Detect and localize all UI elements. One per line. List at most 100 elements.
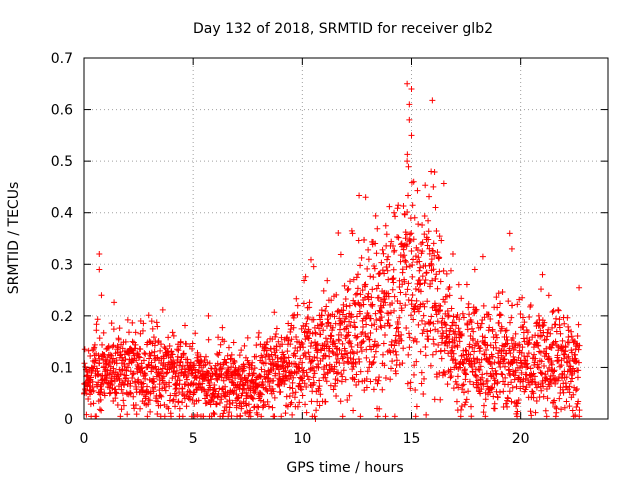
data-point (379, 386, 386, 393)
data-point (458, 330, 465, 337)
data-point (394, 233, 401, 240)
data-point (470, 328, 477, 335)
data-point (255, 334, 262, 341)
data-point (290, 324, 297, 331)
data-point (428, 260, 435, 267)
data-point (572, 412, 579, 419)
data-point (426, 250, 433, 257)
data-point (145, 312, 152, 319)
data-point (416, 267, 423, 274)
data-point (453, 398, 460, 405)
data-point (557, 330, 564, 337)
data-point (200, 413, 207, 420)
data-point (389, 358, 396, 365)
data-point (476, 367, 483, 374)
data-point (545, 326, 552, 333)
data-point (467, 351, 474, 358)
data-point (480, 402, 487, 409)
data-point (281, 355, 288, 362)
data-point (241, 363, 248, 370)
data-point (214, 376, 221, 383)
data-point (176, 377, 183, 384)
data-point (92, 357, 99, 364)
data-point (406, 334, 413, 341)
data-point (576, 342, 583, 349)
data-point (487, 389, 494, 396)
data-point (280, 351, 287, 358)
data-point (256, 372, 263, 379)
data-point (308, 398, 315, 405)
data-point (257, 390, 264, 397)
data-point (430, 320, 437, 327)
data-point (186, 388, 193, 395)
data-point (440, 180, 447, 187)
data-point (550, 368, 557, 375)
data-point (525, 350, 532, 357)
data-point (565, 323, 572, 330)
data-point (360, 301, 367, 308)
data-point (489, 326, 496, 333)
data-point (310, 379, 317, 386)
data-point (404, 151, 411, 158)
data-point (566, 389, 573, 396)
data-point (189, 370, 196, 377)
data-point (473, 306, 480, 313)
data-point (381, 270, 388, 277)
data-point (298, 325, 305, 332)
data-point (191, 360, 198, 367)
data-point (306, 329, 313, 336)
data-point (532, 409, 539, 416)
data-point (576, 407, 583, 414)
data-point (127, 390, 134, 397)
data-point (169, 375, 176, 382)
data-point (90, 387, 97, 394)
data-point (358, 254, 365, 261)
y-tick-label: 0.4 (51, 206, 73, 222)
data-point (163, 370, 170, 377)
data-point (228, 351, 235, 358)
data-point (553, 328, 560, 335)
data-point (492, 339, 499, 346)
x-tick-label: 20 (512, 431, 530, 447)
data-point (300, 300, 307, 307)
data-point (480, 302, 487, 309)
data-point (412, 387, 419, 394)
data-point (479, 371, 486, 378)
data-point (106, 371, 113, 378)
data-point (116, 377, 123, 384)
data-point (353, 274, 360, 281)
data-point (177, 359, 184, 366)
data-point (124, 364, 131, 371)
data-point (127, 389, 134, 396)
data-point (390, 275, 397, 282)
data-point (357, 291, 364, 298)
data-point (209, 370, 216, 377)
data-point (229, 399, 236, 406)
data-point (385, 290, 392, 297)
data-point (499, 371, 506, 378)
data-point (513, 383, 520, 390)
data-point (206, 360, 213, 367)
data-point (302, 401, 309, 408)
data-point (427, 362, 434, 369)
data-point (400, 203, 407, 210)
data-point (230, 360, 237, 367)
data-point (118, 360, 125, 367)
data-point (552, 403, 559, 410)
data-point-notable (408, 132, 415, 139)
data-point (189, 397, 196, 404)
data-point (430, 247, 437, 254)
data-point (502, 327, 509, 334)
data-point (118, 386, 125, 393)
data-point (285, 320, 292, 327)
data-point (345, 359, 352, 366)
data-point (535, 342, 542, 349)
data-point (106, 360, 113, 367)
data-point (399, 266, 406, 273)
data-point (245, 401, 252, 408)
data-point (291, 350, 298, 357)
data-point (312, 329, 319, 336)
data-point (340, 367, 347, 374)
data-point (453, 381, 460, 388)
data-point (343, 303, 350, 310)
